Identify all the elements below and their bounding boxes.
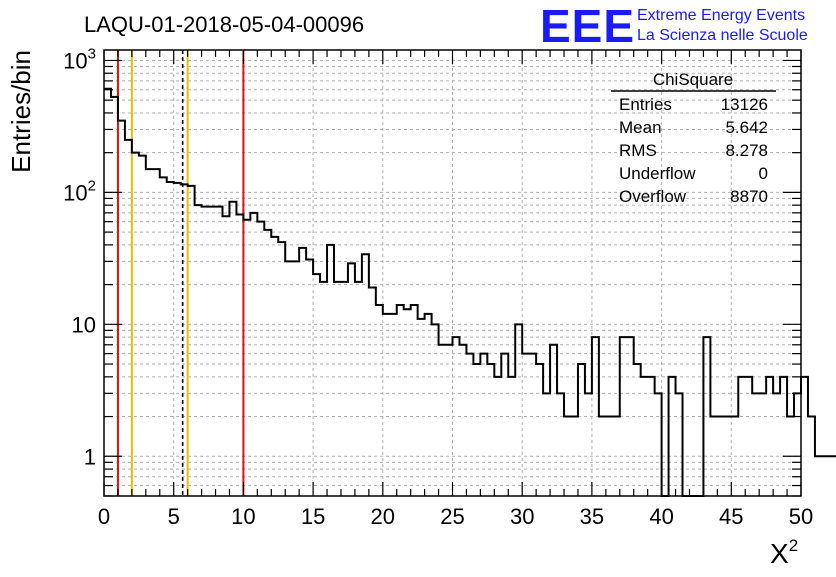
x-tick-label: 10 (231, 504, 255, 529)
grid (104, 50, 801, 496)
stats-value: 8870 (730, 187, 768, 206)
x-axis-label-base: X (770, 538, 789, 569)
histogram-line (104, 87, 836, 497)
stats-label: Mean (619, 118, 662, 137)
x-tick-label: 20 (371, 504, 395, 529)
x-tick-label: 0 (98, 504, 110, 529)
x-axis-label: X2 (770, 536, 798, 569)
stats-value: 8.278 (725, 141, 768, 160)
stats-value: 5.642 (725, 118, 768, 137)
x-tick-label: 45 (719, 504, 743, 529)
axis-ticks (103, 50, 802, 497)
y-tick-label-base: 1 (84, 444, 96, 469)
x-axis-label-superscript: 2 (789, 536, 798, 555)
stats-value: 13126 (721, 95, 768, 114)
y-tick-label-base: 10 (63, 180, 87, 205)
x-tick-label: 5 (168, 504, 180, 529)
marker-lines (116, 50, 245, 496)
x-tick-label: 30 (510, 504, 534, 529)
stats-title: ChiSquare (653, 70, 733, 89)
y-tick-label-base: 10 (63, 48, 87, 73)
y-axis-label: Entries/bin (6, 50, 36, 173)
run-title: LAQU-01-2018-05-04-00096 (84, 12, 364, 37)
stats-label: Entries (619, 95, 672, 114)
y-tick-label-superscript: 3 (88, 45, 96, 62)
x-tick-label: 25 (440, 504, 464, 529)
org-name-line2: La Scienza nelle Scuole (637, 27, 808, 44)
stats-label: RMS (619, 141, 657, 160)
x-tick-label: 40 (649, 504, 673, 529)
y-tick-label-superscript: 2 (88, 177, 96, 194)
stats-label: Overflow (619, 187, 687, 206)
stats-rows: Entries 13126 Mean 5.642 RMS 8.278 Underflow 0 O… (619, 95, 768, 206)
y-tick-label-base: 10 (72, 312, 96, 337)
y-tick-label: 1 (84, 444, 96, 469)
x-tick-label: 35 (580, 504, 604, 529)
org-name-line1: Extreme Energy Events (637, 7, 805, 24)
y-tick-label: 10 (72, 312, 96, 337)
eee-logo: EEE (540, 0, 635, 52)
y-tick-label: 102 (63, 177, 96, 205)
stats-value: 0 (759, 164, 768, 183)
x-tick-label: 50 (789, 504, 813, 529)
x-tick-labels: 0 5 10 15 20 25 30 35 40 45 50 (98, 504, 813, 529)
stats-label: Underflow (619, 164, 696, 183)
stats-box: ChiSquare Entries 13126 Mean 5.642 RMS 8.278 U… (611, 70, 776, 206)
x-tick-label: 15 (301, 504, 325, 529)
y-tick-label: 103 (63, 45, 96, 73)
